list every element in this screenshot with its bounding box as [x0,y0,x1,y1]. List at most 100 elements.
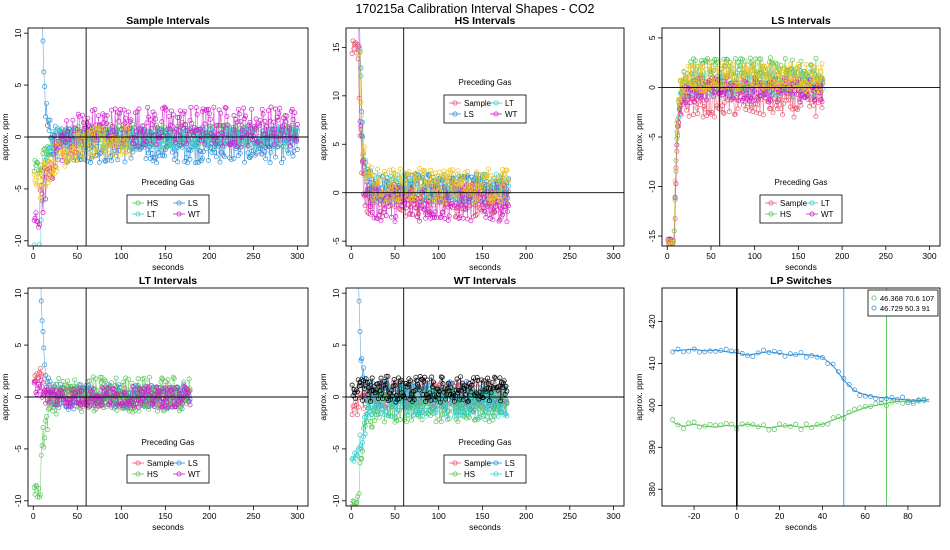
data-point [39,373,45,379]
data-point [64,118,70,124]
data-point [810,102,816,108]
x-tick-label: 100 [114,251,128,261]
data-point [151,133,157,138]
data-point [422,207,428,213]
data-point [356,491,362,497]
data-point [383,199,389,205]
data-point [352,271,356,275]
data-point [716,78,722,84]
data-point [114,407,120,413]
y-axis-label: approx. ppm [0,373,10,420]
data-point [794,91,800,97]
data-point [61,146,67,152]
data-point [392,382,398,388]
data-point [292,110,298,116]
data-point [433,410,439,416]
data-point [78,149,84,155]
data-point [722,87,728,93]
data-point [438,198,444,204]
data-point [415,214,421,220]
data-point [33,482,39,488]
data-point [402,403,408,409]
data-point [171,129,177,135]
data-point [480,395,486,401]
data-point [753,110,759,116]
data-point [142,398,148,404]
data-point [388,184,394,190]
data-point [172,137,178,143]
data-point [672,178,678,184]
data-point [416,211,422,217]
data-point [228,156,234,162]
data-point [432,391,438,397]
data-point [462,405,468,411]
data-point [480,197,486,203]
data-point [504,388,510,394]
data-point [118,152,123,158]
data-point [36,222,42,228]
data-point [359,456,365,462]
data-point [286,150,292,156]
data-point [117,388,123,394]
data-point [123,115,129,121]
data-point [268,104,274,110]
data-point [671,250,675,254]
data-point [115,157,121,163]
data-point [396,197,401,203]
data-point [457,185,463,190]
x-tick-label: 300 [606,251,620,261]
data-point [378,375,384,381]
data-point [423,382,429,388]
data-point [788,61,793,67]
data-point [675,130,681,136]
data-point [426,173,432,179]
data-point [795,107,800,113]
legend-swatch-marker [135,211,141,217]
data-point [365,187,371,193]
data-point [37,246,41,250]
data-point [382,409,388,415]
data-point [33,210,39,216]
data-point [120,379,126,385]
data-point [457,405,463,411]
data-point [762,84,768,90]
data-point [753,73,759,79]
data-point [471,375,477,381]
data-point [195,128,201,133]
y-tick-label: -10 [647,180,657,193]
data-point [484,385,490,391]
data-point [491,175,497,181]
data-point [65,378,71,384]
data-point [138,128,144,134]
data-point [157,135,163,141]
data-point [398,377,404,383]
data-point [154,408,160,414]
data-point [373,390,379,396]
legend-entry: Sample [464,99,492,108]
data-point [394,193,400,199]
data-point [393,214,399,220]
data-point [102,157,108,163]
data-point [170,112,176,118]
data-point [362,431,368,437]
data-point [368,399,373,404]
data-point [250,148,256,154]
data-point [109,380,115,386]
data-point [160,376,166,382]
data-point [42,435,48,441]
x-tick-label: 300 [290,251,304,261]
data-point [182,130,188,136]
data-point [499,408,505,414]
data-point [393,172,399,178]
data-point [465,399,470,405]
y-tick-label: -15 [647,230,657,243]
data-point [695,111,701,117]
data-point [274,114,280,120]
data-point [708,87,714,93]
data-point [155,389,161,395]
data-point [164,144,170,150]
data-point [378,411,384,417]
